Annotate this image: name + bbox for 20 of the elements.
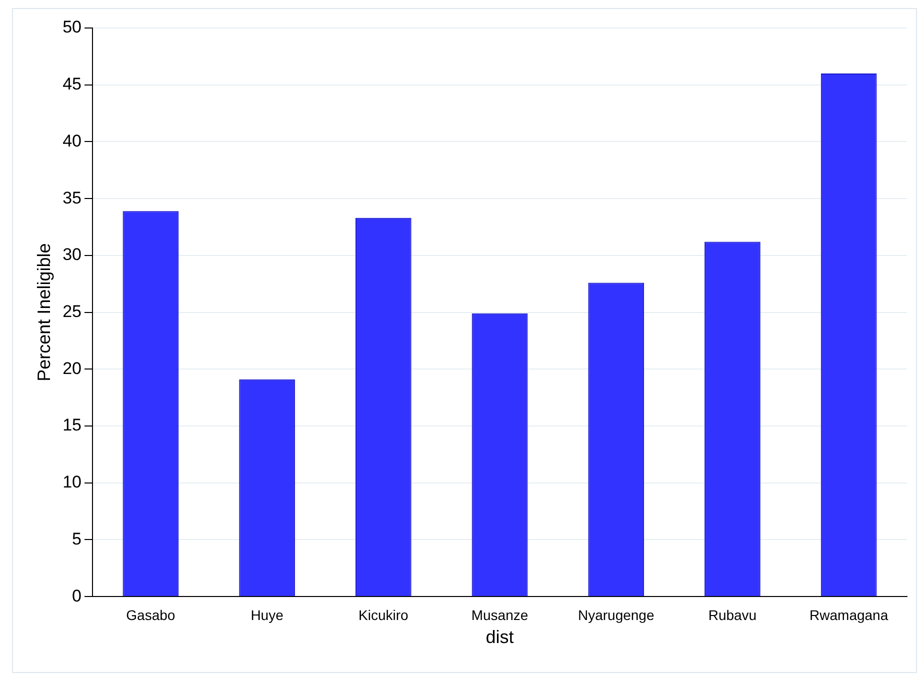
y-tick-label: 40 xyxy=(62,131,82,150)
y-tick-label: 25 xyxy=(62,302,82,321)
x-tick-label: Nyarugenge xyxy=(578,606,654,623)
x-tick-label: Kicukiro xyxy=(358,606,409,623)
y-tick-label: 30 xyxy=(62,245,82,264)
y-tick-label: 5 xyxy=(72,529,82,548)
y-tick-label: 0 xyxy=(72,586,82,606)
x-tick-label: Gasabo xyxy=(126,606,176,623)
y-tick-label: 45 xyxy=(62,74,82,94)
y-tick-label: 35 xyxy=(62,188,82,208)
y-tick-label: 50 xyxy=(62,18,82,37)
y-tick-label: 15 xyxy=(62,416,82,435)
x-tick-label: Musanze xyxy=(471,606,528,623)
x-tick-label: Huye xyxy=(250,606,284,623)
x-tick-label: Rubavu xyxy=(708,606,757,623)
x-tick-label: Rwamagana xyxy=(810,606,888,623)
y-axis-title: Percent Ineligible xyxy=(34,243,54,382)
y-tick-label: 20 xyxy=(62,358,82,378)
y-tick-label: 10 xyxy=(62,472,82,492)
x-axis-title: dist xyxy=(486,627,514,648)
